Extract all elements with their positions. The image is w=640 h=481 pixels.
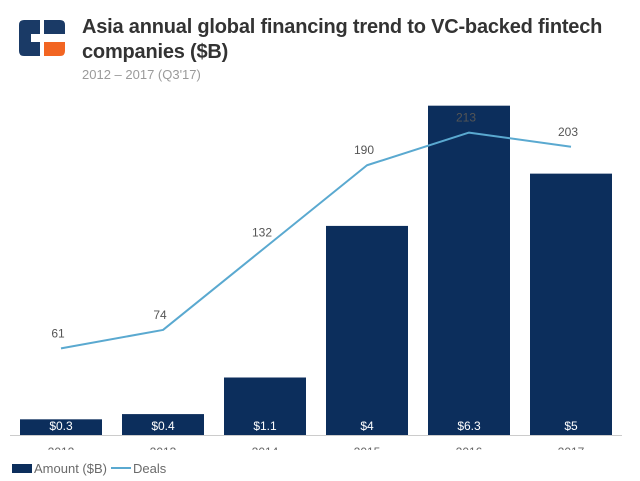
deals-label-2012: 61: [51, 326, 65, 340]
legend-item-amount: Amount ($B): [12, 461, 107, 476]
cb-insights-logo: [19, 20, 65, 56]
bar-label-2012: $0.3: [49, 419, 73, 433]
x-tick-label-2013: 2013: [150, 445, 177, 450]
chart-title: Asia annual global financing trend to VC…: [82, 16, 603, 63]
bar-2017: [530, 173, 612, 435]
x-tick-label-2014: 2014: [252, 445, 279, 450]
bar-2013: [122, 414, 204, 435]
chart-subtitle: 2012 – 2017 (Q3'17): [82, 67, 201, 82]
deals-label-2013: 74: [153, 308, 167, 322]
bar-label-2015: $4: [360, 419, 374, 433]
bar-2014: [224, 377, 306, 435]
bar-label-2016: $6.3: [457, 419, 481, 433]
deals-line: [60, 131, 572, 350]
deals-label-2017: 203: [558, 125, 578, 139]
combo-chart: $0.3 $0.4 $1.1 $4 $6.3 $5 2012 2013 2014 2015 2016…: [10, 105, 622, 450]
bar-label-2017: $5: [564, 419, 578, 433]
legend-label-deals: Deals: [132, 460, 167, 476]
legend-label-amount: Amount ($B): [34, 460, 107, 476]
legend-swatch-line: [110, 467, 131, 469]
bar-2012: [20, 419, 102, 435]
bar-label-2013: $0.4: [151, 419, 175, 433]
deals-label-2014: 132: [252, 226, 272, 240]
bar-2016: [428, 105, 510, 435]
bar-label-2014: $1.1: [253, 419, 277, 433]
x-tick-label-2016: 2016: [456, 445, 483, 450]
legend-swatch-bar: [12, 463, 32, 473]
x-tick-label-2017: 2017: [558, 445, 585, 450]
x-tick-label-2012: 2012: [48, 445, 75, 450]
legend-item-deals: Deals: [110, 460, 167, 476]
x-tick-label-2015: 2015: [354, 445, 381, 450]
deals-label-2016: 213: [456, 111, 476, 125]
chart-legend: Amount ($B) Deals: [12, 458, 170, 478]
deals-label-2015: 190: [354, 143, 374, 157]
bar-2015: [326, 225, 408, 435]
